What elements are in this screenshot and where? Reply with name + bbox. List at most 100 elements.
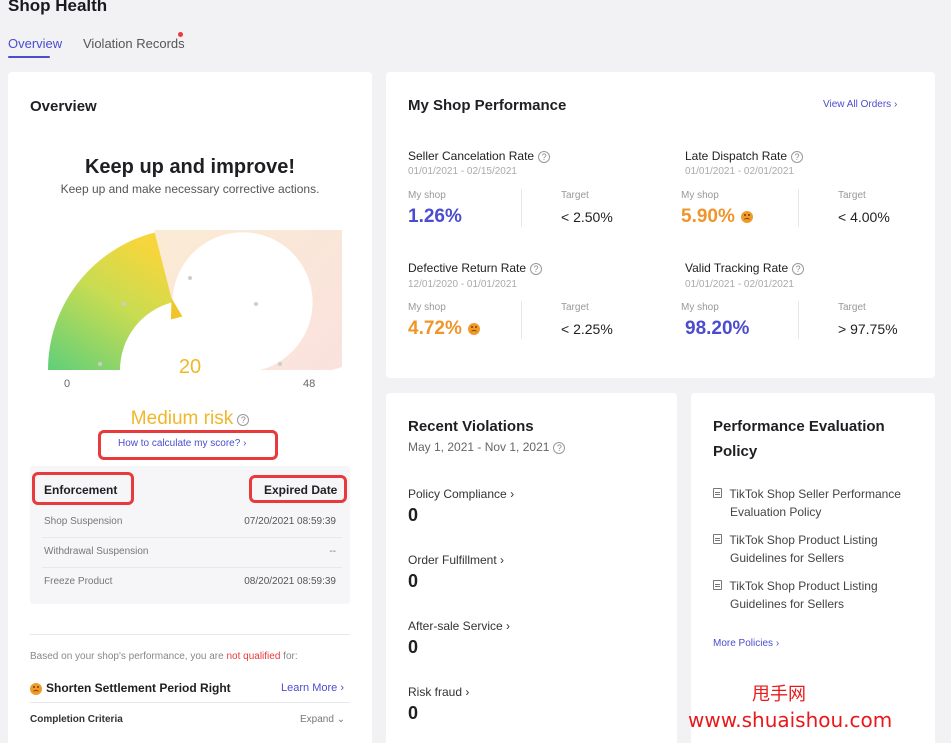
view-all-orders-link[interactable]: View All Orders ›: [823, 99, 897, 110]
violations-range: May 1, 2021 - Nov 1, 2021?: [408, 440, 566, 454]
help-icon[interactable]: ?: [530, 262, 543, 275]
violation-count: 0: [408, 571, 419, 591]
violation-category[interactable]: Risk fraud ›: [408, 685, 469, 699]
expand-toggle[interactable]: Expand ⌄: [300, 714, 345, 725]
violation-category[interactable]: Order Fulfillment ›: [408, 553, 504, 567]
help-icon[interactable]: ?: [791, 150, 804, 163]
document-icon: [713, 580, 722, 590]
notification-dot: [178, 32, 183, 37]
policy-link-line1: TikTok Shop Seller Performance: [729, 487, 901, 501]
violations-card: Recent Violations May 1, 2021 - Nov 1, 2…: [386, 393, 677, 743]
more-policies-link[interactable]: More Policies ›: [713, 638, 779, 649]
violation-category-text: Risk fraud: [408, 685, 463, 699]
expired-date-header: Expired Date: [264, 483, 338, 497]
page-title: Shop Health: [8, 0, 108, 15]
violation-category-text: Policy Compliance: [408, 487, 507, 501]
policy-title-line2: Policy: [713, 443, 758, 460]
policy-link[interactable]: TikTok Shop Seller Performance Evaluatio…: [713, 485, 923, 521]
chevron-right-icon: ›: [243, 438, 247, 449]
metric-name-text: Late Dispatch Rate: [685, 149, 788, 163]
policy-link-line1: TikTok Shop Product Listing: [729, 579, 878, 593]
divider: [521, 301, 522, 339]
sad-face-icon: [740, 210, 753, 223]
policy-link[interactable]: TikTok Shop Product Listing Guidelines f…: [713, 531, 923, 567]
performance-card: My Shop Performance View All Orders › Se…: [386, 72, 935, 378]
divider: [521, 189, 522, 227]
chevron-right-icon: ›: [340, 682, 344, 694]
help-icon[interactable]: ?: [553, 441, 566, 454]
risk-level: Medium risk?: [8, 408, 372, 430]
gauge-tick: [98, 362, 102, 366]
enforcement-row-name: Freeze Product: [44, 576, 113, 587]
help-icon[interactable]: ?: [538, 150, 551, 163]
policy-link-line1: TikTok Shop Product Listing: [729, 533, 878, 547]
target-label: Target: [561, 190, 589, 201]
policy-link-line2: Evaluation Policy: [730, 505, 822, 519]
gauge-arc-remaining: [154, 230, 342, 370]
gauge-tick: [278, 362, 282, 366]
divider: [30, 634, 350, 635]
learn-more-link[interactable]: Learn More ›: [281, 682, 344, 694]
enforcement-row-date: 07/20/2021 08:59:39: [244, 516, 336, 527]
overview-subtext: Keep up and make necessary corrective ac…: [60, 182, 320, 196]
metric-value-text: 5.90%: [681, 206, 735, 227]
my-shop-label: My shop: [408, 190, 446, 201]
metric-date: 12/01/2020 - 01/01/2021: [408, 279, 517, 290]
violation-category[interactable]: After-sale Service ›: [408, 619, 510, 633]
gauge-min-label: 0: [64, 378, 71, 390]
expand-text: Expand: [300, 714, 334, 725]
document-icon: [713, 488, 722, 498]
watermark-url: www.shuaishou.com: [688, 708, 893, 732]
expired-date-header-highlight: [249, 475, 347, 503]
overview-card: Overview Keep up and improve! Keep up an…: [8, 72, 372, 743]
qualification-status: not qualified: [226, 651, 281, 662]
enforcement-row-name: Withdrawal Suspension: [44, 546, 149, 557]
violation-category[interactable]: Policy Compliance ›: [408, 487, 514, 501]
divider: [798, 301, 799, 339]
policy-link[interactable]: TikTok Shop Product Listing Guidelines f…: [713, 577, 923, 613]
violations-title: Recent Violations: [408, 418, 534, 435]
policy-title-line1: Performance Evaluation: [713, 418, 885, 435]
metric-value: 5.90%: [681, 206, 753, 228]
completion-criteria-label: Completion Criteria: [30, 714, 123, 725]
chevron-right-icon: ›: [506, 619, 511, 633]
watermark-chinese: 甩手网: [752, 684, 806, 705]
tab-overview[interactable]: Overview: [8, 36, 63, 51]
performance-title: My Shop Performance: [408, 97, 567, 114]
metric-name-text: Seller Cancelation Rate: [408, 149, 535, 163]
violation-category-text: After-sale Service: [408, 619, 503, 633]
metric-target: > 97.75%: [838, 321, 898, 337]
benefit-item: Shorten Settlement Period Right: [30, 681, 231, 695]
help-icon[interactable]: ?: [792, 262, 805, 275]
active-tab-indicator: [8, 56, 50, 58]
divider: [798, 189, 799, 227]
enforcement-row-date: --: [329, 546, 336, 557]
divider: [42, 567, 342, 568]
metric-value: 1.26%: [408, 206, 462, 227]
gauge-value: 20: [178, 356, 202, 378]
chevron-right-icon: ›: [500, 553, 505, 567]
metric-target: < 2.25%: [561, 321, 613, 337]
gauge-tick: [254, 302, 258, 306]
more-policies-text: More Policies: [713, 638, 774, 649]
benefit-label: Shorten Settlement Period Right: [46, 681, 231, 695]
help-icon[interactable]: ?: [237, 413, 250, 426]
target-label: Target: [838, 190, 866, 201]
gauge-max-label: 48: [303, 378, 316, 390]
qualification-suffix: for:: [280, 651, 298, 662]
target-label: Target: [838, 302, 866, 313]
score-link[interactable]: How to calculate my score? ›: [118, 438, 246, 449]
enforcement-table: [30, 466, 350, 604]
tab-violation-records[interactable]: Violation Records: [83, 36, 185, 51]
chevron-right-icon: ›: [775, 638, 780, 649]
sad-face-icon: [467, 322, 480, 335]
metric-target: < 4.00%: [838, 209, 890, 225]
violation-category-text: Order Fulfillment: [408, 553, 497, 567]
divider: [42, 537, 342, 538]
metric-name-text: Valid Tracking Rate: [685, 261, 789, 275]
enforcement-header: Enforcement: [44, 483, 118, 497]
metric-name: Seller Cancelation Rate?: [408, 149, 551, 163]
my-shop-label: My shop: [681, 190, 719, 201]
overview-headline: Keep up and improve!: [84, 156, 296, 178]
metric-name: Valid Tracking Rate?: [685, 261, 805, 275]
